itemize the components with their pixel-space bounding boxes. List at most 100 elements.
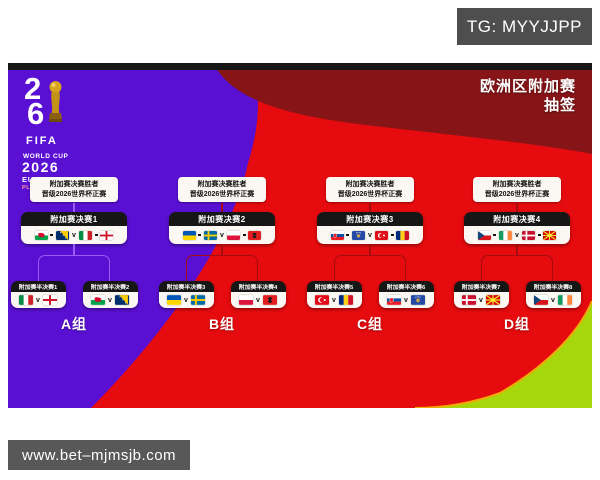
final-box: 附加赛决赛4 v	[464, 212, 570, 244]
vs-label: v	[404, 296, 408, 304]
connector-line	[369, 244, 371, 256]
final-title: 附加赛决赛2	[169, 212, 275, 226]
vs-label: v	[551, 296, 555, 304]
semifinal-title: 附加赛半决赛1	[10, 281, 66, 292]
final-teams: v	[317, 226, 423, 244]
flag-north-macedonia-icon	[543, 230, 557, 240]
vs-label: v	[479, 296, 483, 304]
semifinal-teams: v	[82, 292, 138, 308]
flag-albania-icon	[263, 295, 278, 305]
flag-sweden-icon	[203, 230, 217, 240]
bracket-connector	[38, 255, 110, 281]
vs-label: v	[36, 296, 40, 304]
connector-line	[516, 203, 518, 212]
draw-title-line2: 抽签	[543, 97, 576, 114]
pair-separator	[198, 233, 202, 237]
semifinal-teams: v	[230, 292, 286, 308]
flag-england-icon	[43, 295, 58, 305]
draw-title: 欧洲区附加赛 抽签	[480, 77, 576, 115]
semifinal-box: 附加赛半决赛1 v	[10, 281, 66, 308]
semifinal-box: 附加赛半决赛8 v	[525, 281, 581, 308]
pair-separator	[94, 233, 98, 237]
flag-ukraine-icon	[182, 230, 196, 240]
pair-separator	[50, 233, 54, 237]
qualify-note: 附加赛决赛胜者 晋级2026世界杯正赛	[326, 177, 414, 202]
qualify-note: 附加赛决赛胜者晋级2026世界杯正赛	[178, 177, 266, 202]
semifinal-title: 附加赛半决赛8	[525, 281, 581, 292]
trophy-icon	[49, 81, 62, 122]
qualify-note-line2: 晋级2026世界杯正赛	[41, 190, 107, 198]
pair-separator	[242, 233, 246, 237]
final-box: 附加赛决赛2 v	[169, 212, 275, 244]
flag-kosovo-icon	[411, 295, 426, 305]
final-box: 附加赛决赛1 v	[21, 212, 127, 244]
connector-line	[221, 244, 223, 256]
flag-italy-icon	[18, 295, 33, 305]
logo-digit-6: 6	[27, 96, 45, 131]
pair-separator	[493, 233, 497, 237]
flag-turkey-icon	[314, 295, 329, 305]
qualify-note-line2: 晋级2026世界杯正赛	[189, 190, 255, 198]
flag-bosnia-icon	[55, 230, 69, 240]
qualify-note-line1: 附加赛决赛胜者	[49, 181, 99, 188]
vs-label: v	[332, 296, 336, 304]
connector-line	[369, 203, 371, 212]
vs-label: v	[515, 231, 519, 239]
semifinal-title: 附加赛半决赛3	[158, 281, 214, 292]
group-label: D组	[503, 316, 531, 332]
flag-italy-icon	[79, 230, 93, 240]
flag-turkey-icon	[375, 230, 389, 240]
telegram-badge-text: TG: MYYJJPP	[466, 16, 582, 36]
logo-year-text: 2026	[22, 159, 60, 175]
semifinal-box: 附加赛半决赛2 v	[82, 281, 138, 308]
qualify-note-line1: 附加赛决赛胜者	[345, 181, 395, 188]
final-teams: v	[464, 226, 570, 244]
flag-north-macedonia-icon	[486, 295, 501, 305]
flag-denmark-icon	[461, 295, 476, 305]
flag-czech-republic-icon	[533, 295, 548, 305]
flag-england-icon	[100, 230, 114, 240]
flag-sweden-icon	[191, 295, 206, 305]
draw-title-line1: 欧洲区附加赛	[479, 78, 576, 95]
connector-line	[221, 203, 223, 212]
vs-label: v	[256, 296, 260, 304]
flag-poland-icon	[227, 230, 241, 240]
bracket-connector	[481, 255, 553, 281]
final-box: 附加赛决赛3 v	[317, 212, 423, 244]
semifinal-teams: v	[378, 292, 434, 308]
pair-separator	[537, 233, 541, 237]
semifinal-teams: v	[10, 292, 66, 308]
semifinal-title: 附加赛半决赛4	[230, 281, 286, 292]
qualify-note-line2: 晋级2026世界杯正赛	[484, 190, 550, 198]
semifinal-teams: v	[525, 292, 581, 308]
flag-ireland-icon	[558, 295, 573, 305]
semifinal-box: 附加赛半决赛4 v	[230, 281, 286, 308]
flag-czech-republic-icon	[477, 230, 491, 240]
vs-label: v	[72, 231, 76, 239]
flag-ukraine-icon	[166, 295, 181, 305]
semifinal-title: 附加赛半决赛7	[453, 281, 509, 292]
vs-label: v	[108, 296, 112, 304]
logo-world-cup-text: WORLD CUP	[23, 153, 69, 160]
watermark-text: www.bet–mjmsjb.com	[22, 446, 177, 464]
flag-ireland-icon	[498, 230, 512, 240]
logo-digit-2: 2	[24, 71, 42, 106]
logo-fifa-text: FIFA	[26, 135, 58, 147]
qualify-note-line1: 附加赛决赛胜者	[492, 181, 542, 188]
semifinal-box: 附加赛半决赛5 v	[306, 281, 362, 308]
vs-label: v	[184, 296, 188, 304]
vs-label: v	[368, 231, 372, 239]
qualify-note: 附加赛决赛胜者晋级2026世界杯正赛	[473, 177, 561, 202]
group-label: B组	[208, 316, 236, 332]
semifinal-title: 附加赛半决赛5	[306, 281, 362, 292]
qualify-note-line1: 附加赛决赛胜者	[197, 181, 247, 188]
connector-line	[73, 203, 75, 212]
final-title: 附加赛决赛4	[464, 212, 570, 226]
flag-wales-icon	[90, 295, 105, 305]
flag-slovakia-icon	[330, 230, 344, 240]
flag-albania-icon	[248, 230, 262, 240]
connector-line	[516, 244, 518, 256]
flag-wales-icon	[34, 230, 48, 240]
poster-stage: 2 6 FIFA WORLD CUP 2026 EUROPEAN PLAY-OF…	[8, 63, 592, 408]
flag-poland-icon	[238, 295, 253, 305]
